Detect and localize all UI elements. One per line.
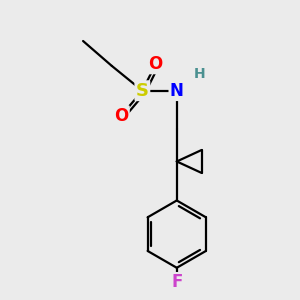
Text: N: N — [170, 82, 184, 100]
Text: S: S — [136, 82, 149, 100]
Text: H: H — [194, 67, 206, 80]
Text: O: O — [148, 55, 163, 73]
Text: O: O — [114, 106, 128, 124]
Text: F: F — [171, 273, 182, 291]
